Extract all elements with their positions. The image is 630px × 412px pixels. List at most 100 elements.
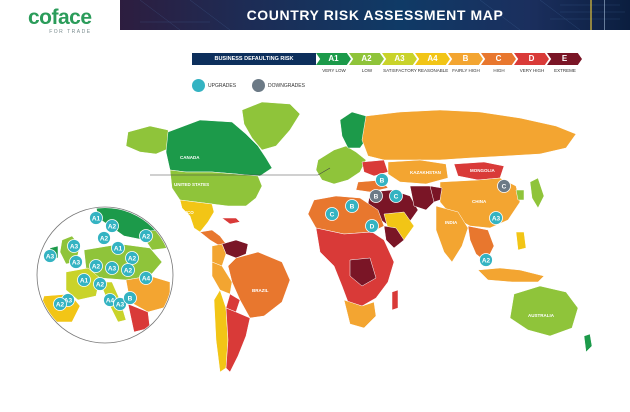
- marker-code: B: [374, 193, 379, 200]
- europe-inset-marker: A1: [77, 273, 91, 287]
- south-africa-region: [343, 299, 377, 329]
- upgrade-dot-icon: [97, 231, 111, 245]
- marker-code: A3: [492, 215, 501, 222]
- argentina-region: [225, 307, 251, 373]
- brazil-region: [227, 251, 291, 319]
- logo-wordmark: coface: [28, 6, 92, 29]
- europe-inset-marker: A3: [67, 239, 81, 253]
- legend-level-d: D: [514, 53, 549, 65]
- label-india: INDIA: [445, 220, 458, 225]
- marker-code: A1: [114, 245, 123, 252]
- upgrade-dot-icon: [77, 273, 91, 287]
- label-mexico: MEXICO: [176, 210, 194, 215]
- map-labels: CANADA UNITED STATES MEXICO BRAZIL KAZAK…: [174, 155, 555, 318]
- upgrade-dot-icon: [93, 277, 107, 291]
- europe-inset-marker: A4: [139, 271, 153, 285]
- upgrade-dot-icon: [105, 261, 119, 275]
- marker-code: A4: [142, 275, 151, 282]
- upgrade-dot-icon: [489, 211, 503, 225]
- marker-code: A1: [92, 215, 101, 222]
- marker-code: B: [350, 203, 355, 210]
- europe-inset-marker: A2: [97, 231, 111, 245]
- upgrade-dot-icon: [375, 173, 389, 187]
- europe-region: [315, 145, 367, 185]
- afghanistan-region: [429, 185, 443, 203]
- label-australia: AUSTRALIA: [528, 313, 555, 318]
- europe-inset-marker: A2: [125, 251, 139, 265]
- upgrade-dot-icon: [479, 253, 493, 267]
- upgrade-dot-icon: [139, 229, 153, 243]
- legend-level-label: LOW: [361, 68, 373, 73]
- legend-level-a2: A2: [349, 53, 384, 65]
- marker-code: A3: [64, 297, 73, 304]
- marker-code: C: [502, 183, 507, 190]
- caribbean-region: [221, 217, 241, 225]
- russia-region: [361, 109, 577, 161]
- world-marker: C: [389, 189, 403, 203]
- marker-code: B: [128, 295, 133, 302]
- europe-inset-marker: B: [123, 291, 137, 305]
- upgrade-dot-icon: [53, 297, 67, 311]
- colombia-region: [211, 243, 227, 267]
- europe-inset-marker: A2: [89, 259, 103, 273]
- marker-code: A2: [96, 281, 105, 288]
- inset-leader-line: [150, 167, 331, 176]
- venezuela-region: [221, 239, 249, 259]
- chile-region: [213, 289, 229, 373]
- marker-code: A2: [142, 233, 151, 240]
- europe-inset-marker: A3: [69, 255, 83, 269]
- marker-code: D: [370, 223, 375, 230]
- upgrade-dot-icon: [123, 291, 137, 305]
- legend-level-label: REASONABLE: [417, 68, 449, 73]
- marker-code: C: [394, 193, 399, 200]
- legend-level-a4: A4: [415, 53, 450, 65]
- upgrades-label: UPGRADES: [208, 83, 237, 89]
- world-marker: B: [369, 189, 383, 203]
- world-marker: B: [375, 173, 389, 187]
- europe-inset-marker: A2: [105, 219, 119, 233]
- europe-inset-marker: A3: [113, 297, 127, 311]
- marker-code: A2: [108, 223, 117, 230]
- legend-level-a1: A1: [316, 53, 351, 65]
- upgrade-dot-icon: [89, 211, 103, 225]
- upgrade-dot-icon: [389, 189, 403, 203]
- marker-code: A3: [72, 259, 81, 266]
- australia-region: [509, 285, 579, 337]
- upgrade-dot-icon: [89, 259, 103, 273]
- world-marker: C: [325, 207, 339, 221]
- world-marker: B: [345, 199, 359, 213]
- korea-region: [515, 189, 525, 201]
- upgrade-dot-icon: [345, 199, 359, 213]
- marker-code: A1: [80, 277, 89, 284]
- legend-level-label: VERY LOW: [322, 68, 346, 73]
- banner-pattern: [139, 0, 625, 30]
- india-region: [435, 205, 469, 263]
- europe-inset-marker: A3: [43, 249, 57, 263]
- marker-code: C: [330, 211, 335, 218]
- label-canada: CANADA: [180, 155, 200, 160]
- marker-code: B: [380, 177, 385, 184]
- map-countries: [125, 101, 593, 373]
- downgrade-dot-icon: [252, 79, 265, 92]
- marker-code: A4: [106, 297, 115, 304]
- upgrade-dot-icon: [139, 271, 153, 285]
- marker-code: A3: [70, 243, 79, 250]
- mexico-region: [179, 199, 215, 233]
- upgrade-dot-icon: [67, 239, 81, 253]
- europe-inset-marker: A2: [139, 229, 153, 243]
- alaska-region: [125, 125, 171, 155]
- europe-inset-marker: A2: [93, 277, 107, 291]
- marker-code: A3: [46, 253, 55, 260]
- label-mongolia: MONGOLIA: [470, 168, 495, 173]
- marker-code: A2: [124, 267, 133, 274]
- upgrade-dot-icon: [105, 219, 119, 233]
- world-marker: D: [365, 219, 379, 233]
- downgrades-label: DOWNGRADES: [268, 83, 305, 89]
- philippines-region: [515, 231, 527, 251]
- marker-code: A2: [128, 255, 137, 262]
- japan-region: [529, 177, 545, 209]
- legend-level-label: HIGH: [493, 68, 505, 73]
- label-united-states: UNITED STATES: [174, 182, 209, 187]
